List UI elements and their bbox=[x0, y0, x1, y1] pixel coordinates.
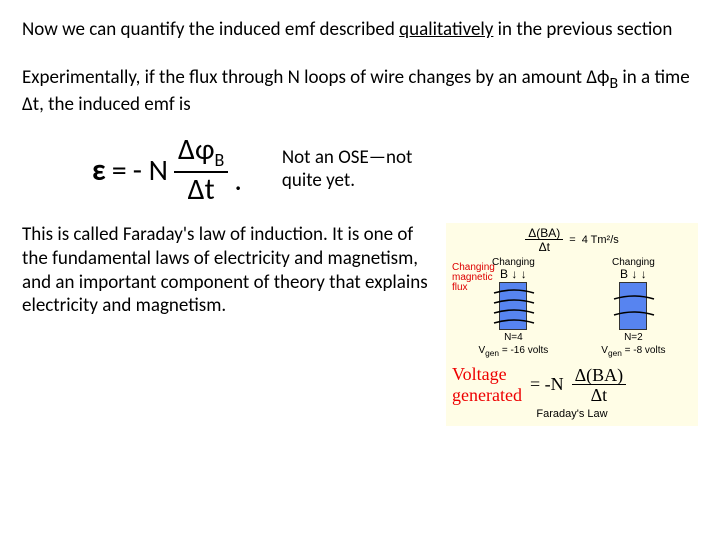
coil-right-v: Vgen = -8 volts bbox=[601, 345, 665, 358]
coil-left-n: N=4 bbox=[504, 332, 523, 343]
eq-period: . bbox=[234, 162, 242, 199]
coil-right-b-arrows: B ↓ ↓ bbox=[620, 270, 647, 280]
fig-coils: Changing B ↓ ↓ N=4 Vgen = -16 volts Chan… bbox=[452, 257, 692, 358]
intro-paragraph-1: Now we can quantify the induced emf desc… bbox=[22, 18, 698, 42]
intro-paragraph-2: Experimentally, if the flux through N lo… bbox=[22, 66, 698, 117]
faraday-figure: Δ(BA) Δt = 4 Tm²/s Changing magnetic flu… bbox=[446, 223, 698, 426]
voltage-fraction: Δ(BA) Δt bbox=[572, 366, 627, 404]
voltage-eq-neg-n: = -N bbox=[530, 374, 564, 395]
eq-num: Δφ bbox=[178, 131, 214, 168]
eq-neg-n: - N bbox=[133, 152, 168, 189]
coil-left: Changing B ↓ ↓ N=4 Vgen = -16 volts bbox=[479, 257, 549, 358]
coil-right-winding-icon bbox=[612, 289, 656, 329]
coil-left-winding-icon bbox=[492, 289, 536, 329]
fig-top-frac: Δ(BA) Δt bbox=[525, 227, 563, 253]
fig-top-rhs: 4 Tm²/s bbox=[582, 234, 619, 246]
fig-top-den: Δt bbox=[536, 240, 553, 253]
equation-note: Not an OSE—not quite yet. bbox=[282, 147, 432, 193]
voltage-label: Voltage generated bbox=[452, 364, 522, 406]
fig-caption: Faraday's Law bbox=[452, 408, 692, 420]
bottom-row: This is called Faraday's law of inductio… bbox=[22, 223, 698, 426]
fig-top-num: Δ(BA) bbox=[525, 227, 563, 240]
emf-equation: ε = - N ΔφB Δt . bbox=[92, 135, 242, 205]
intro-text-1c: in the previous section bbox=[493, 18, 672, 41]
coil-left-v: Vgen = -16 volts bbox=[479, 345, 549, 358]
coil-left-b-arrows: B ↓ ↓ bbox=[500, 270, 527, 280]
coil-right-n: N=2 bbox=[624, 332, 643, 343]
intro-sub-b: B bbox=[609, 74, 618, 93]
faraday-paragraph: This is called Faraday's law of inductio… bbox=[22, 223, 434, 426]
fig-top-eq: = bbox=[569, 234, 575, 246]
fig-voltage-equation: Voltage generated = -N Δ(BA) Δt bbox=[452, 364, 692, 406]
voltage-num: Δ(BA) bbox=[572, 366, 627, 385]
eq-den: Δt bbox=[184, 173, 219, 205]
eq-equals: = bbox=[112, 152, 127, 189]
fig-top-equation: Δ(BA) Δt = 4 Tm²/s bbox=[452, 227, 692, 253]
coil-right-rect bbox=[619, 282, 647, 330]
intro-text-1a: Now we can quantify the induced emf desc… bbox=[22, 18, 399, 41]
intro-text-2a: Experimentally, if the flux through N lo… bbox=[22, 66, 609, 89]
eq-num-sub: B bbox=[215, 149, 225, 171]
eq-fraction: ΔφB Δt bbox=[174, 135, 228, 205]
voltage-den: Δt bbox=[588, 385, 611, 404]
intro-text-qualitatively: qualitatively bbox=[399, 18, 493, 41]
eq-epsilon: ε bbox=[92, 152, 106, 189]
equation-row: ε = - N ΔφB Δt . Not an OSE—not quite ye… bbox=[92, 135, 698, 205]
coil-right: Changing B ↓ ↓ N=2 Vgen = -8 volts bbox=[601, 257, 665, 358]
coil-left-rect bbox=[499, 282, 527, 330]
